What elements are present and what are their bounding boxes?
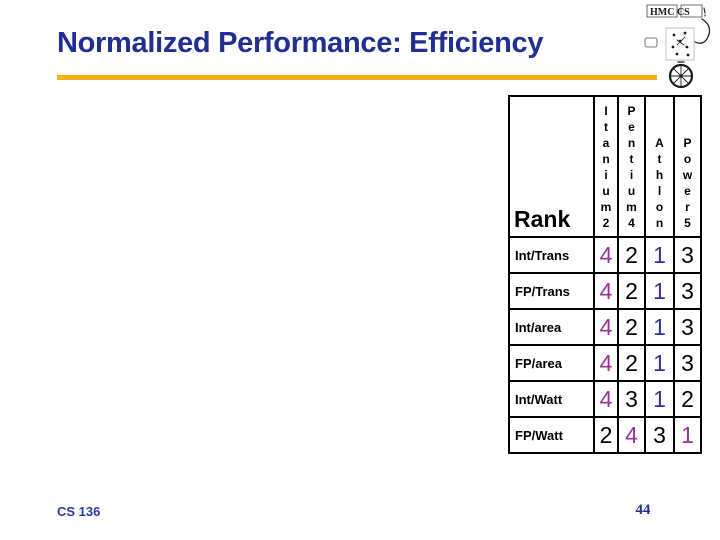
row-label: Int/Trans (508, 236, 595, 274)
rank-value: 1 (644, 308, 675, 346)
row-label: FP/Watt (508, 416, 595, 454)
rank-value: 3 (673, 272, 702, 310)
rank-value: 1 (644, 344, 675, 382)
logo-box-left (646, 4, 678, 18)
rank-value: 2 (617, 308, 646, 346)
wheel-icon (668, 61, 694, 89)
column-header-power-5: P o w e r 5 (673, 95, 702, 238)
rank-value: 2 (617, 236, 646, 274)
rank-value: 2 (617, 272, 646, 310)
rank-value: 3 (673, 344, 702, 382)
juggling-dots-icon (671, 31, 690, 57)
juggling-lines (676, 36, 686, 46)
column-header-athlon: A t h l o n (644, 95, 675, 238)
table-row: FP/Watt 2 4 3 1 (508, 416, 702, 454)
row-label: FP/area (508, 344, 595, 382)
rank-value: 3 (617, 380, 646, 418)
row-label: Int/Watt (508, 380, 595, 418)
rank-value: 4 (617, 416, 646, 454)
table-row: Int/Trans 4 2 1 3 (508, 236, 702, 274)
hmc-cs-logo: HMC CS (644, 4, 711, 89)
rank-value: 4 (593, 236, 619, 274)
rank-value: 3 (644, 416, 675, 454)
page-title: Normalized Performance: Efficiency (57, 27, 544, 59)
rank-value: 2 (617, 344, 646, 382)
logo-squiggle (694, 18, 711, 44)
table-row: FP/area 4 2 1 3 (508, 344, 702, 382)
rank-value: 1 (644, 380, 675, 418)
rank-value: 2 (593, 416, 619, 454)
rank-value: 2 (673, 380, 702, 418)
rank-value: 1 (673, 416, 702, 454)
table-row: FP/Trans 4 2 1 3 (508, 272, 702, 310)
logo-side-tag (644, 37, 658, 48)
rank-corner-label: Rank (508, 95, 595, 238)
rank-value: 1 (644, 272, 675, 310)
rank-value: 1 (644, 236, 675, 274)
footer-course: CS 136 (57, 504, 101, 519)
row-label: FP/Trans (508, 272, 595, 310)
column-header-itanium-2: I t a n i u m 2 (593, 95, 619, 238)
rank-value: 3 (673, 308, 702, 346)
table-row: Int/area 4 2 1 3 (508, 308, 702, 346)
row-label: Int/area (508, 308, 595, 346)
logo-pattern-box (665, 27, 695, 61)
logo-exclamation (703, 7, 706, 17)
table-row: Int/Watt 4 3 1 2 (508, 380, 702, 418)
logo-box-right (680, 4, 703, 18)
rank-value: 4 (593, 380, 619, 418)
footer-page-number: 44 (635, 502, 651, 518)
rank-value: 3 (673, 236, 702, 274)
column-header-pentium-4: P e n t i u m 4 (617, 95, 646, 238)
rank-value: 4 (593, 344, 619, 382)
title-underline (57, 75, 657, 80)
logo-caption: HMC CS (650, 7, 690, 18)
rank-value: 4 (593, 308, 619, 346)
rank-value: 4 (593, 272, 619, 310)
